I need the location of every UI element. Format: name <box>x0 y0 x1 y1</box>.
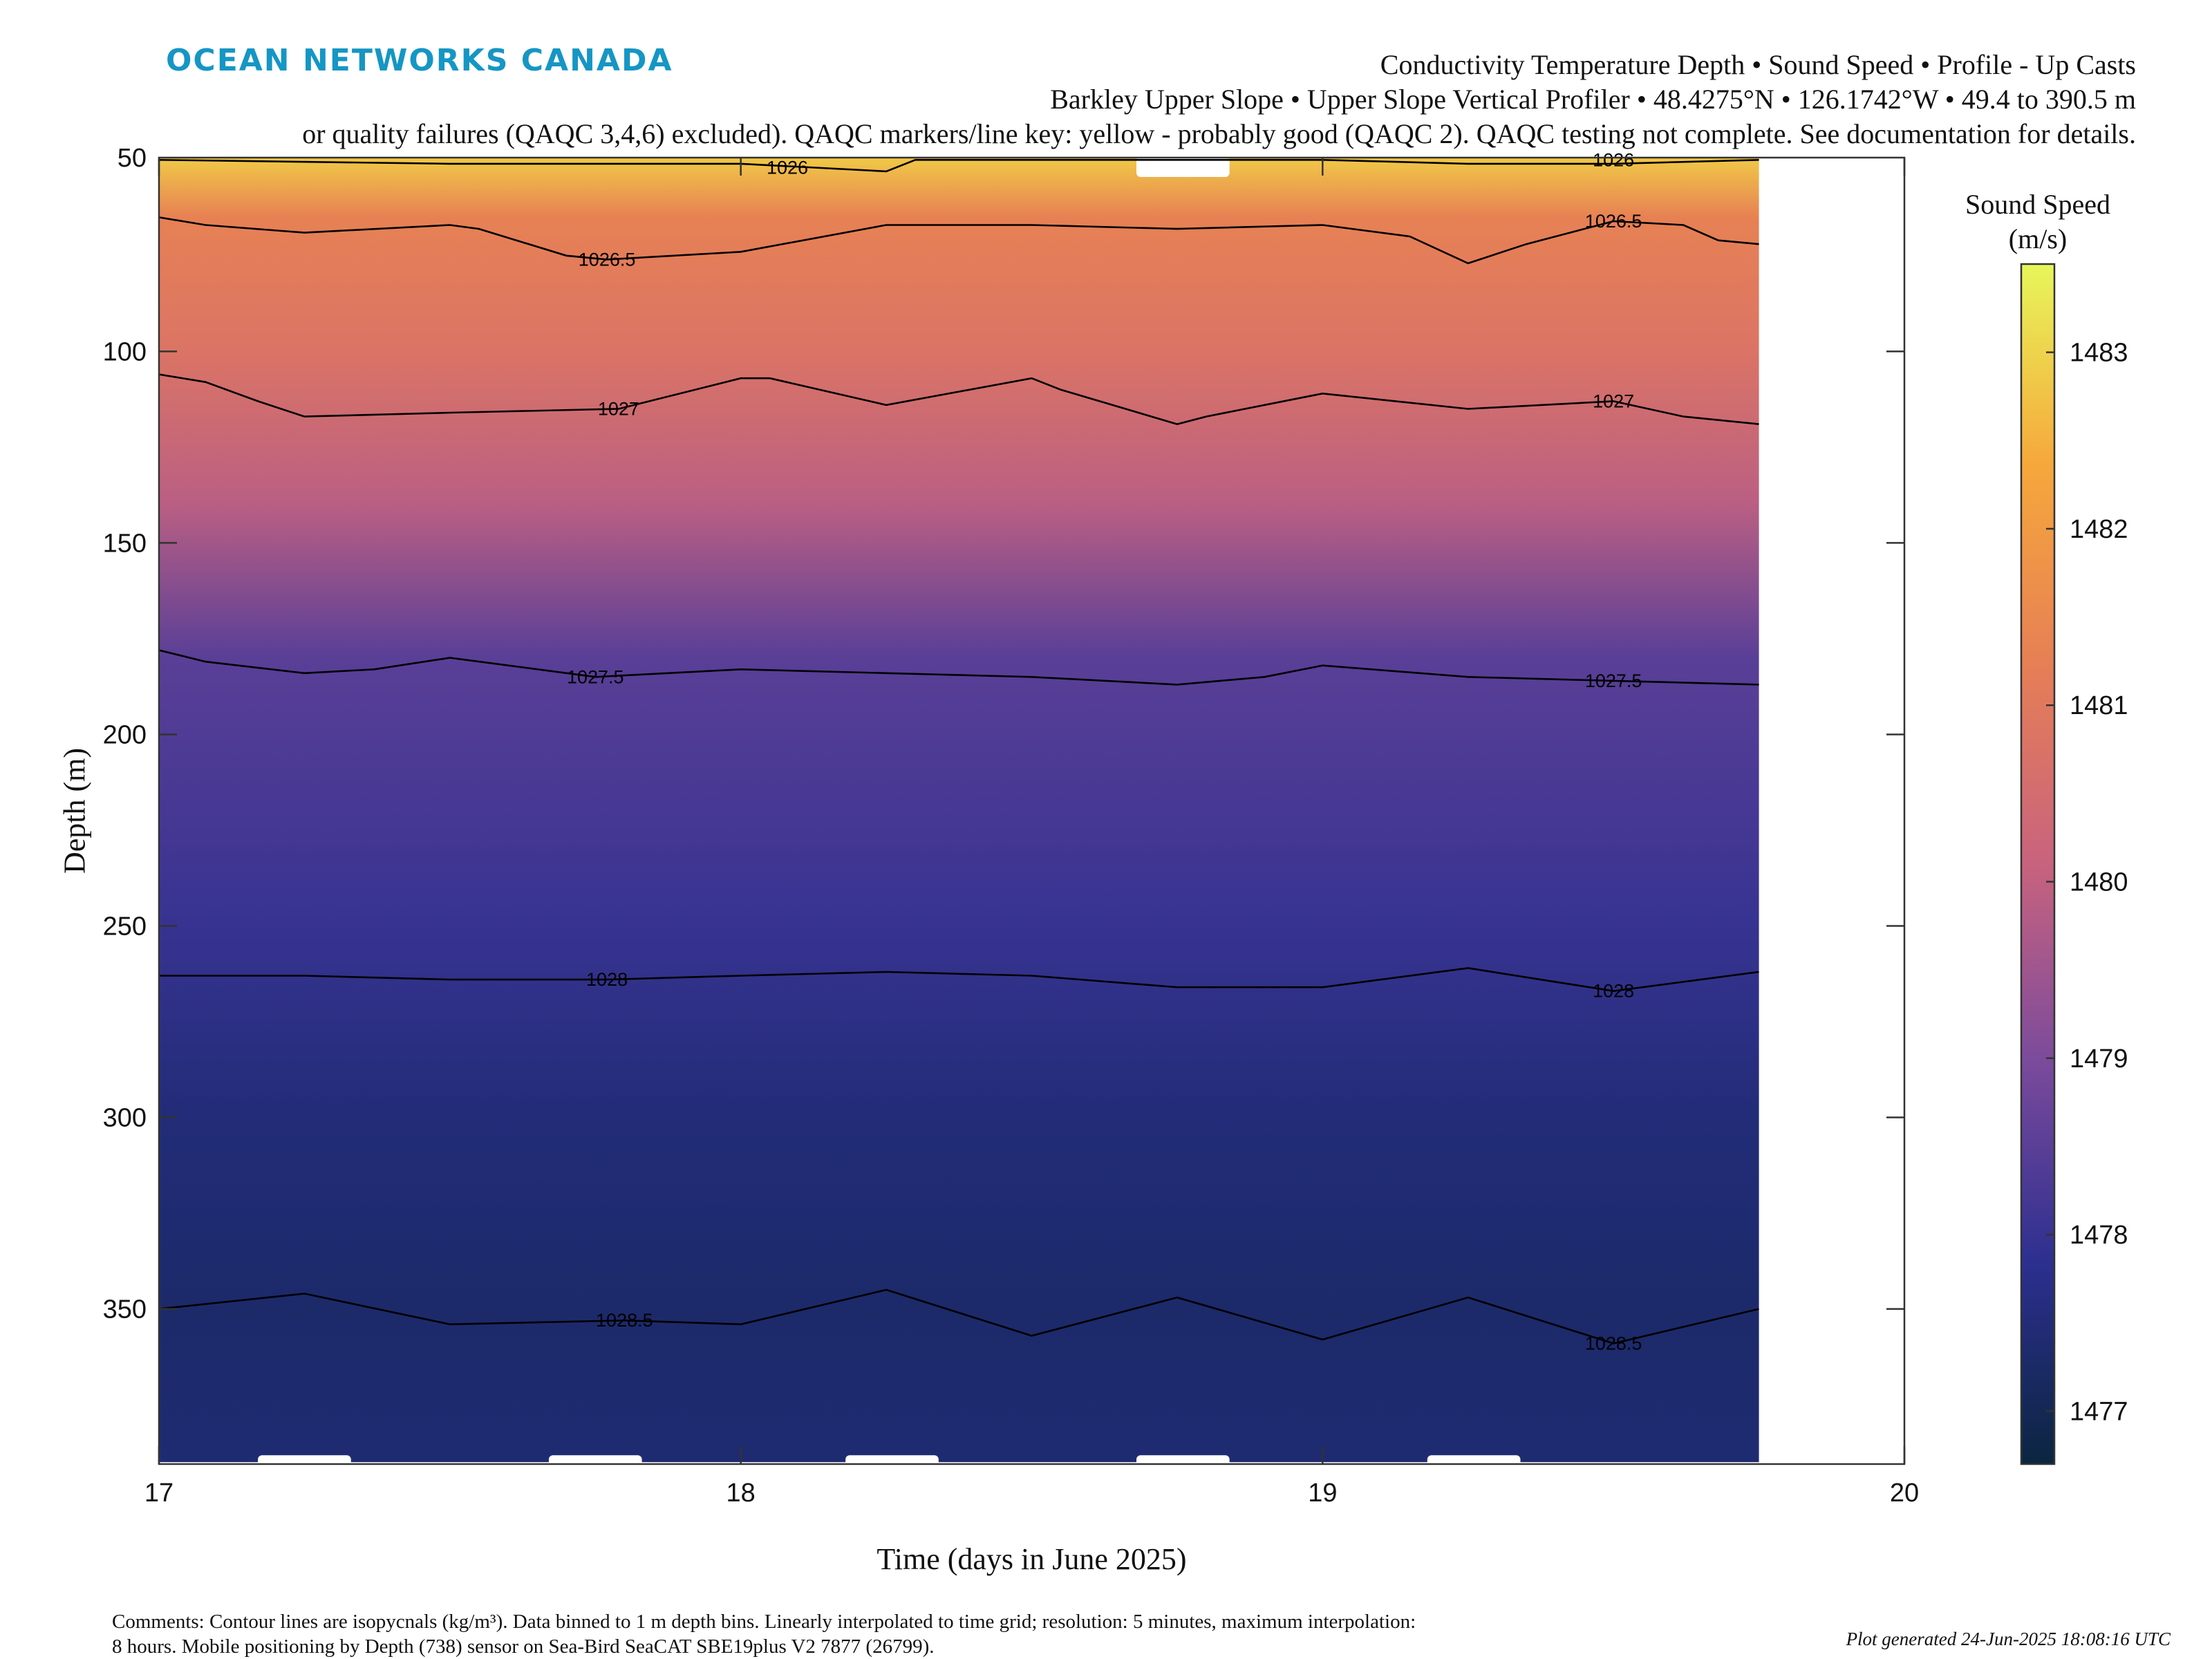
plot-comments: Comments: Contour lines are isopycnals (… <box>112 1609 1826 1659</box>
plot-area: 1026 1026 1026.5 1026.5 1027 1027 1027.5 1027.5… <box>158 149 1904 1471</box>
y-tick-label: 50 <box>118 144 147 173</box>
plot-title-line2: Barkley Upper Slope • Upper Slope Vertic… <box>1050 84 2136 115</box>
sound-speed-heatmap <box>159 158 1759 1463</box>
y-tick-label: 150 <box>103 529 147 558</box>
y-tick-label: 200 <box>103 720 147 749</box>
y-tick-label: 100 <box>103 337 147 366</box>
contour-label-1026: 1026 <box>1593 149 1634 170</box>
comments-line2: 8 hours. Mobile positioning by Depth (73… <box>112 1635 935 1658</box>
isopycnal-1028.5 <box>158 1288 1759 1344</box>
plot-title-line3: or quality failures (QAQC 3,4,6) exclude… <box>302 118 2136 149</box>
colorbar-label-units: (m/s) <box>2008 223 2068 254</box>
isopycnal-1027.5 <box>158 649 1759 686</box>
qaqc-gap-bottom <box>548 1455 642 1471</box>
contour-label-1027.5: 1027.5 <box>567 666 624 687</box>
colorbar-tick-label: 1479 <box>2070 1044 2128 1074</box>
isopycnal-1026 <box>158 159 1759 173</box>
contour-label-1028.5: 1028.5 <box>596 1310 653 1331</box>
colorbar-tick-label: 1481 <box>2070 691 2128 720</box>
contour-label-1028: 1028 <box>586 969 628 990</box>
colorbar-tick-label: 1478 <box>2070 1221 2128 1250</box>
contour-label-1026: 1026 <box>767 157 808 178</box>
x-tick-label: 17 <box>144 1479 174 1508</box>
colorbar-label-title: Sound Speed <box>1965 189 2110 220</box>
x-axis-label: Time (days in June 2025) <box>877 1542 1187 1576</box>
x-tick-label: 20 <box>1890 1479 1919 1508</box>
isopycnal-1026.5 <box>158 216 1759 265</box>
colorbar-scale <box>2020 263 2056 1465</box>
plot-frame <box>158 156 1906 1465</box>
y-axis-label: Depth (m) <box>57 747 92 874</box>
y-tick-label: 350 <box>103 1295 147 1324</box>
qaqc-gap-bottom <box>1136 1455 1230 1471</box>
y-tick-label: 250 <box>103 912 147 941</box>
contour-label-1028.5: 1028.5 <box>1585 1333 1642 1353</box>
isopycnal-1028 <box>159 967 1759 993</box>
contour-label-1027: 1027 <box>598 398 639 419</box>
contour-label-1026.5: 1026.5 <box>579 249 636 270</box>
contour-label-1026.5: 1026.5 <box>1585 211 1642 232</box>
onc-logo: OCEAN NETWORKS CANADA <box>166 43 673 78</box>
x-tick-label: 18 <box>727 1479 756 1508</box>
qaqc-gap-bottom <box>1427 1455 1521 1471</box>
plot-generated-timestamp: Plot generated 24-Jun-2025 18:08:16 UTC <box>1846 1629 2171 1649</box>
colorbar: 1477 1478 1479 1480 1481 1482 1483 <box>2020 263 2128 1465</box>
y-tick-label: 300 <box>103 1104 147 1133</box>
colorbar-tick-label: 1477 <box>2070 1397 2128 1426</box>
isopycnal-1027 <box>158 373 1759 425</box>
x-tick-label: 19 <box>1308 1479 1337 1508</box>
axes: 100 150 200 250 300 350 50 17 18 19 20 <box>103 144 1920 1508</box>
plot-title-line1: Conductivity Temperature Depth • Sound S… <box>1380 49 2136 80</box>
contour-label-1027.5: 1027.5 <box>1585 671 1642 691</box>
colorbar-tick-label: 1480 <box>2070 868 2128 897</box>
colorbar-tick-label: 1482 <box>2070 515 2128 544</box>
contour-label-1028: 1028 <box>1593 981 1634 1002</box>
qaqc-gap-bottom <box>845 1455 939 1471</box>
contour-label-1027: 1027 <box>1593 391 1634 411</box>
qaqc-gap-bottom <box>258 1455 351 1471</box>
comments-line1: Comments: Contour lines are isopycnals (… <box>112 1611 1416 1633</box>
colorbar-tick-label: 1483 <box>2070 339 2128 368</box>
qaqc-gap-top <box>1136 156 1230 177</box>
